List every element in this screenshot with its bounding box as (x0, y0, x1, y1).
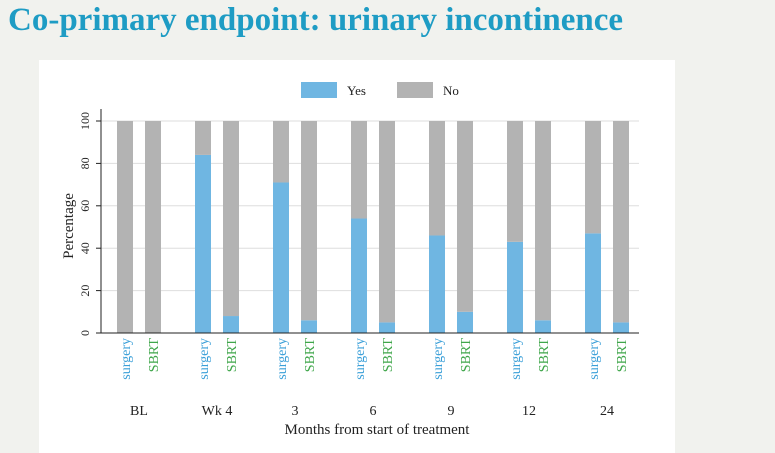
bar-yes-surgery (273, 182, 289, 333)
y-tick-label: 60 (78, 200, 92, 212)
arm-label-sbrt: SBRT (225, 338, 240, 373)
arm-label-surgery: surgery (119, 338, 134, 380)
bar-no-surgery (507, 121, 523, 242)
arm-label-sbrt: SBRT (615, 338, 630, 373)
bar-no-surgery (195, 121, 211, 155)
category-label: BL (130, 404, 148, 419)
y-tick-label: 20 (78, 285, 92, 297)
bar-yes-surgery (585, 233, 601, 333)
bar-yes-sbrt (379, 322, 395, 333)
y-tick-label: 100 (78, 112, 92, 130)
legend-yes-swatch (301, 82, 337, 98)
bar-yes-sbrt (223, 316, 239, 333)
arm-label-sbrt: SBRT (537, 338, 552, 373)
arm-label-sbrt: SBRT (381, 338, 396, 373)
category-label: 24 (600, 404, 614, 419)
bar-yes-sbrt (301, 320, 317, 333)
chart-panel: surgery SBRT BL surgery SBRT Wk 4 surgery SBRT 3… (39, 60, 675, 453)
arm-label-sbrt: SBRT (147, 338, 162, 373)
arm-label-surgery: surgery (431, 338, 446, 380)
y-axis-title: Percentage (61, 193, 77, 259)
category-label: 3 (292, 404, 299, 419)
y-tick-label: 0 (78, 330, 92, 336)
arm-label-surgery: surgery (275, 338, 290, 380)
bars: surgery SBRT BL surgery SBRT Wk 4 surgery SBRT 3… (117, 121, 630, 419)
bar-no-surgery (117, 121, 133, 333)
bar-no-sbrt (145, 121, 161, 333)
y-tick-label: 80 (78, 157, 92, 169)
legend-no-label: No (443, 83, 459, 98)
y-tick-label: 40 (78, 242, 92, 254)
bar-no-sbrt (535, 121, 551, 321)
bar-no-surgery (351, 121, 367, 219)
bar-no-surgery (429, 121, 445, 236)
bar-no-surgery (273, 121, 289, 183)
arm-label-sbrt: SBRT (303, 338, 318, 373)
arm-label-surgery: surgery (509, 338, 524, 380)
bar-yes-surgery (429, 235, 445, 333)
bar-no-sbrt (457, 121, 473, 312)
y-axis: 0 20 40 60 80 100 (78, 109, 639, 336)
bar-no-sbrt (223, 121, 239, 317)
category-label: Wk 4 (202, 404, 233, 419)
bar-yes-surgery (507, 241, 523, 333)
arm-label-surgery: surgery (587, 338, 602, 380)
legend-yes-label: Yes (347, 83, 366, 98)
bar-yes-surgery (195, 154, 211, 333)
grid-lines (101, 120, 639, 292)
legend-no-swatch (397, 82, 433, 98)
bar-yes-surgery (351, 218, 367, 333)
bar-no-sbrt (379, 121, 395, 323)
category-label: 12 (522, 404, 536, 419)
arm-label-surgery: surgery (197, 338, 212, 380)
x-axis-title: Months from start of treatment (285, 422, 471, 438)
category-label: 9 (448, 404, 455, 419)
bar-yes-sbrt (457, 311, 473, 333)
bar-no-sbrt (613, 121, 629, 323)
stacked-bar-chart: surgery SBRT BL surgery SBRT Wk 4 surgery SBRT 3… (61, 82, 639, 438)
bar-no-sbrt (301, 121, 317, 321)
bar-yes-sbrt (613, 322, 629, 333)
legend: Yes No (301, 82, 459, 98)
category-label: 6 (370, 404, 377, 419)
bar-no-surgery (585, 121, 601, 234)
arm-label-sbrt: SBRT (459, 338, 474, 373)
bar-yes-sbrt (535, 320, 551, 333)
arm-label-surgery: surgery (353, 338, 368, 380)
slide-title: Co-primary endpoint: urinary incontinenc… (8, 2, 624, 38)
